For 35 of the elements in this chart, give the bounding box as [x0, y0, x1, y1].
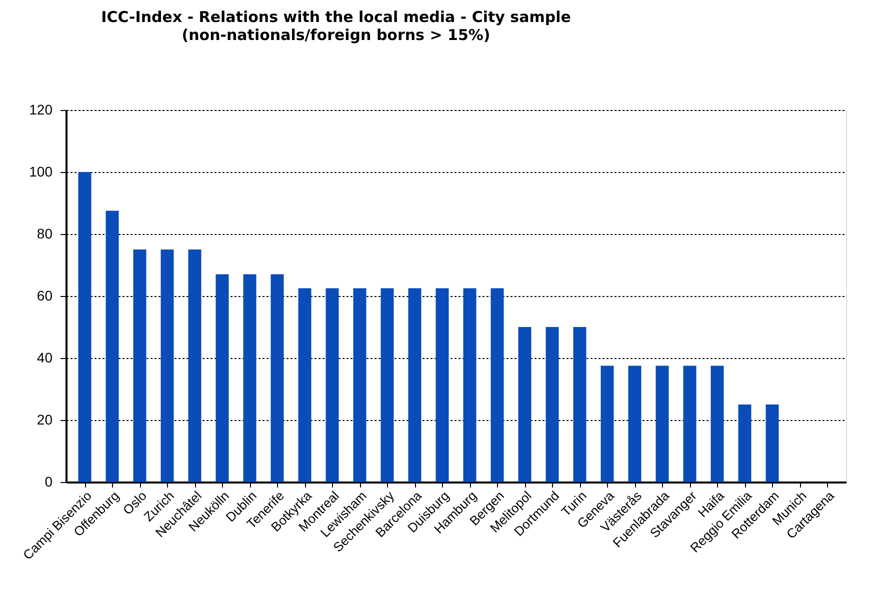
bar [243, 274, 256, 482]
bar [573, 327, 586, 482]
y-tick-label: 120 [29, 102, 53, 118]
bar [600, 366, 614, 482]
bar [188, 250, 202, 482]
bar [683, 366, 696, 482]
bar [710, 366, 724, 482]
y-tick-label: 40 [36, 350, 53, 366]
bar [326, 288, 339, 482]
bar [436, 288, 449, 482]
y-tick-label: 100 [29, 164, 53, 180]
bar [380, 288, 394, 482]
bar [353, 288, 366, 482]
bar [133, 250, 146, 482]
bar [628, 366, 642, 482]
y-tick-label: 20 [36, 412, 53, 428]
bar [518, 327, 532, 482]
bar [766, 404, 779, 482]
bar [160, 250, 174, 482]
bar [298, 288, 312, 482]
bar [463, 288, 476, 482]
bar [546, 327, 559, 482]
bar [78, 172, 92, 482]
bar [408, 288, 422, 482]
y-tick-label: 80 [36, 226, 53, 242]
bar [106, 210, 119, 482]
chart-subtitle: (non-nationals/foreign borns > 15%) [182, 26, 490, 44]
bar [738, 404, 752, 482]
bar [270, 274, 284, 482]
bar [490, 288, 504, 482]
y-tick-label: 0 [44, 474, 53, 490]
bar [656, 366, 669, 482]
chart-title: ICC-Index - Relations with the local media - City sample [101, 8, 571, 26]
bar [216, 274, 229, 482]
y-tick-label: 60 [36, 288, 53, 304]
